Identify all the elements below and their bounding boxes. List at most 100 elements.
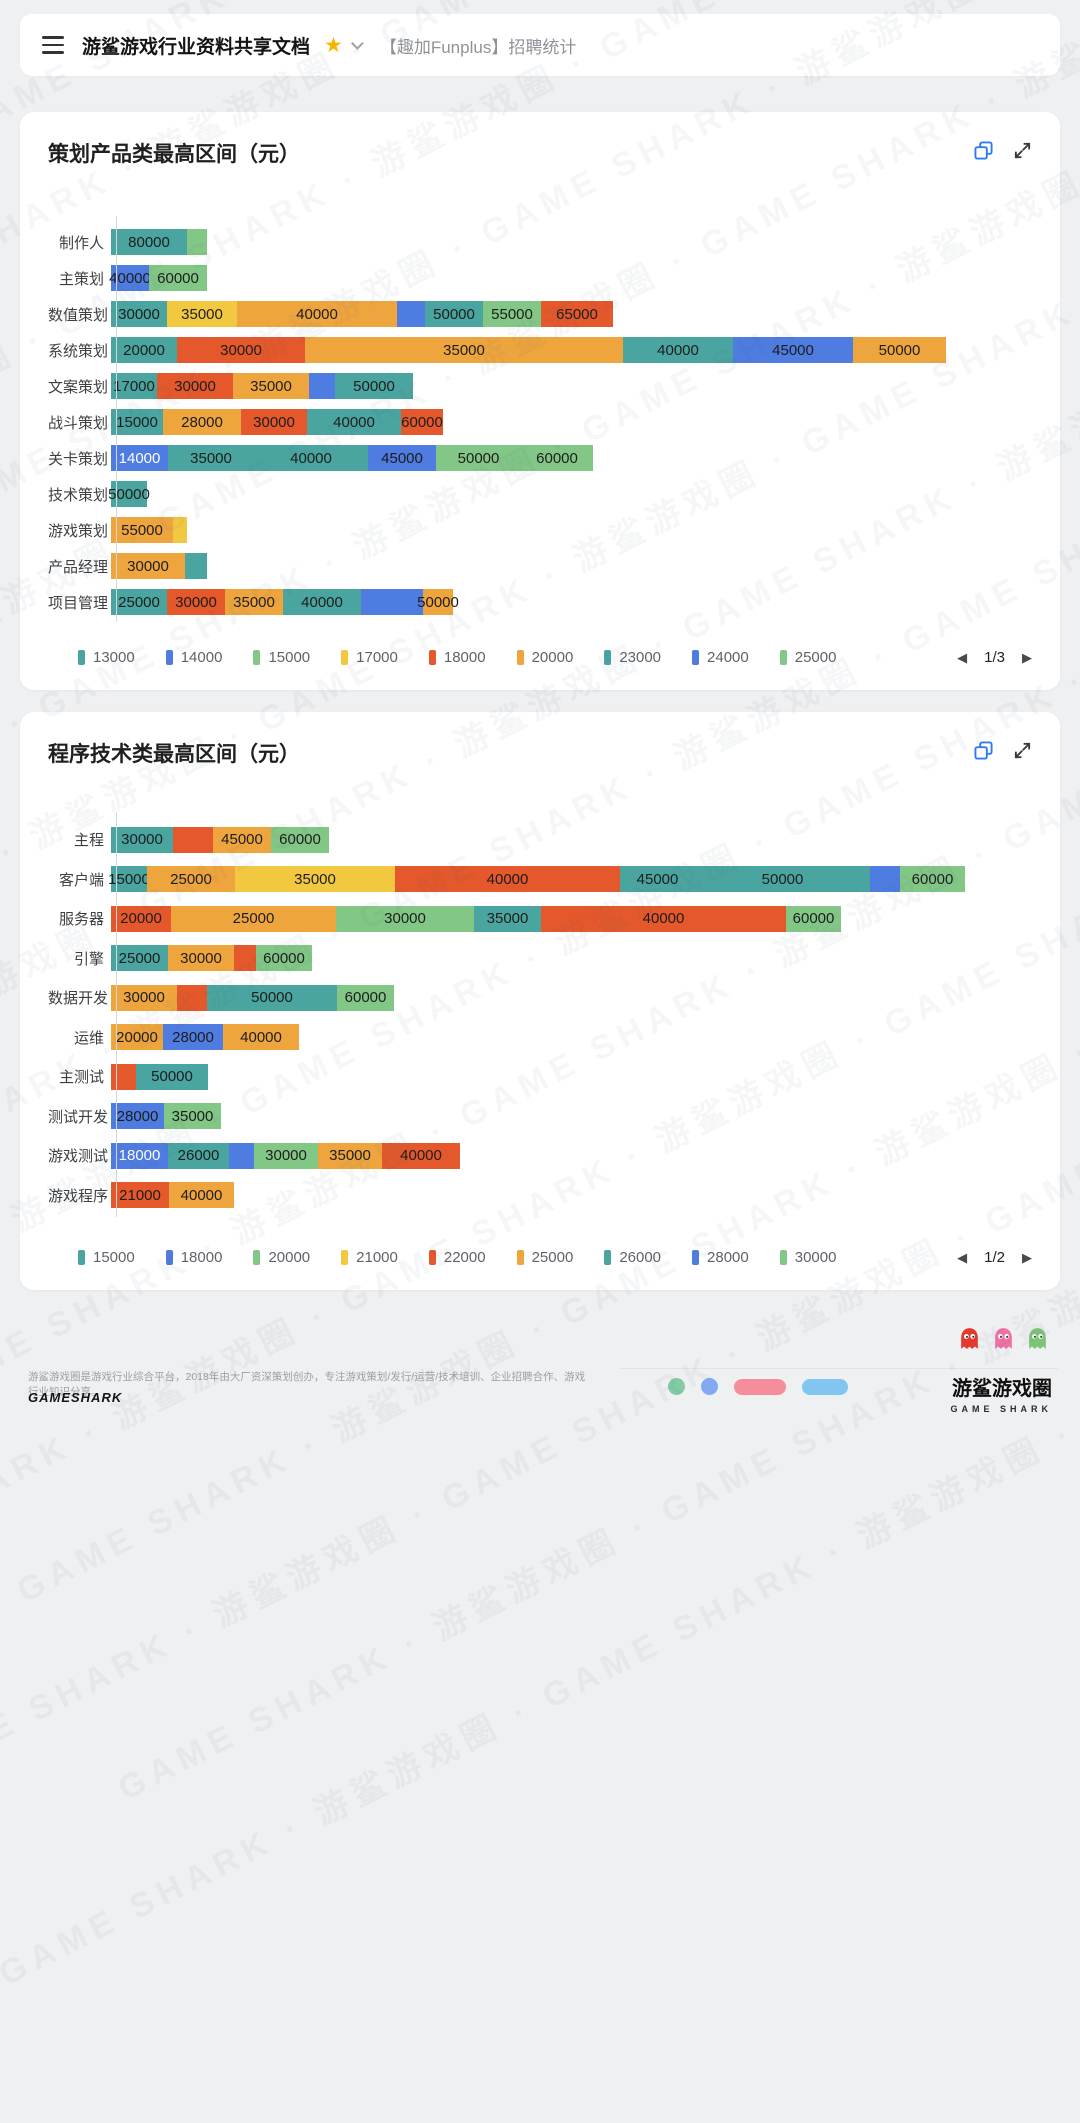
- bar-segment[interactable]: 60000: [786, 905, 841, 932]
- expand-chart-icon[interactable]: [1013, 741, 1032, 760]
- legend-item[interactable]: 20000: [516, 649, 573, 666]
- bar-segment[interactable]: 45000: [620, 866, 695, 893]
- bar-segment[interactable]: 40000: [254, 445, 368, 471]
- legend-item[interactable]: 30000: [779, 1249, 836, 1266]
- bar-segment[interactable]: 25000: [111, 589, 167, 615]
- bar-segment[interactable]: 30000: [111, 301, 167, 327]
- bar-segment[interactable]: 30000: [168, 945, 234, 972]
- bar-segment[interactable]: 20000: [111, 1024, 163, 1051]
- bar-segment[interactable]: 50000: [136, 1063, 208, 1090]
- bar-segment[interactable]: 50000: [436, 445, 521, 471]
- bar-segment[interactable]: 35000: [318, 1142, 382, 1169]
- legend-item[interactable]: 14000: [165, 649, 222, 666]
- bar-segment[interactable]: 21000: [111, 1182, 169, 1209]
- bar-segment[interactable]: 15000: [111, 409, 163, 435]
- bar-segment[interactable]: [309, 373, 335, 399]
- legend-item[interactable]: 21000: [341, 1249, 398, 1266]
- bar-segment[interactable]: 25000: [171, 905, 336, 932]
- bar-segment[interactable]: 60000: [271, 826, 329, 853]
- bar-segment[interactable]: 50000: [853, 337, 946, 363]
- bar-segment[interactable]: 50000: [108, 481, 150, 507]
- legend-item[interactable]: 28000: [692, 1249, 749, 1266]
- legend-prev-button[interactable]: ◀: [957, 1249, 968, 1265]
- legend-item[interactable]: 13000: [78, 649, 135, 666]
- legend-item[interactable]: 25000: [516, 1249, 573, 1266]
- bar-segment[interactable]: 40000: [623, 337, 733, 363]
- bar-segment[interactable]: 35000: [225, 589, 283, 615]
- bar-segment[interactable]: 40000: [541, 905, 786, 932]
- bar-segment[interactable]: 80000: [111, 229, 187, 255]
- bar-segment[interactable]: 40000: [237, 301, 397, 327]
- bar-segment[interactable]: 50000: [417, 589, 459, 615]
- legend-item[interactable]: 20000: [253, 1249, 310, 1266]
- bar-segment[interactable]: 35000: [474, 905, 541, 932]
- bar-segment[interactable]: 30000: [157, 373, 233, 399]
- bar-segment[interactable]: 30000: [254, 1142, 318, 1169]
- bar-segment[interactable]: [173, 826, 213, 853]
- bar-segment[interactable]: 26000: [168, 1142, 229, 1169]
- bar-segment[interactable]: 40000: [223, 1024, 299, 1051]
- favorite-star-icon[interactable]: ★: [324, 33, 343, 57]
- legend-next-button[interactable]: ▶: [1022, 1249, 1032, 1265]
- legend-item[interactable]: 15000: [78, 1249, 135, 1266]
- bar-segment[interactable]: 30000: [336, 905, 474, 932]
- bar-segment[interactable]: 35000: [305, 337, 623, 363]
- bar-segment[interactable]: 50000: [695, 866, 870, 893]
- bar-segment[interactable]: 40000: [169, 1182, 234, 1209]
- legend-item[interactable]: 25000: [779, 649, 836, 666]
- bar-segment[interactable]: 60000: [256, 945, 312, 972]
- bar-segment[interactable]: 30000: [167, 589, 225, 615]
- expand-chart-icon[interactable]: [1013, 141, 1032, 160]
- bar-segment[interactable]: 15000: [108, 866, 150, 893]
- bar-segment[interactable]: 40000: [395, 866, 620, 893]
- social-icon-3[interactable]: [734, 1378, 786, 1395]
- bar-segment[interactable]: 35000: [235, 866, 395, 893]
- legend-item[interactable]: 26000: [604, 1249, 661, 1266]
- bar-segment[interactable]: 28000: [163, 1024, 223, 1051]
- legend-next-button[interactable]: ▶: [1022, 649, 1032, 665]
- bar-segment[interactable]: 55000: [111, 517, 173, 543]
- bar-segment[interactable]: 60000: [900, 866, 965, 893]
- bar-segment[interactable]: 30000: [111, 553, 185, 579]
- copy-chart-icon[interactable]: [974, 741, 993, 760]
- bar-segment[interactable]: 50000: [335, 373, 413, 399]
- bar-segment[interactable]: 30000: [177, 337, 305, 363]
- bar-segment[interactable]: 50000: [207, 984, 337, 1011]
- bar-segment[interactable]: 35000: [164, 1103, 221, 1130]
- social-icon-2[interactable]: [701, 1378, 718, 1395]
- legend-item[interactable]: 17000: [341, 649, 398, 666]
- bar-segment[interactable]: [870, 866, 900, 893]
- legend-prev-button[interactable]: ◀: [957, 649, 968, 665]
- bar-segment[interactable]: 30000: [111, 826, 173, 853]
- bar-segment[interactable]: 20000: [111, 337, 177, 363]
- bar-segment[interactable]: 60000: [337, 984, 394, 1011]
- bar-segment[interactable]: 45000: [213, 826, 271, 853]
- bar-segment[interactable]: 28000: [163, 409, 241, 435]
- bar-segment[interactable]: 55000: [483, 301, 541, 327]
- ghost-icon-red[interactable]: [957, 1326, 982, 1351]
- bar-segment[interactable]: 14000: [111, 445, 168, 471]
- bar-segment[interactable]: 25000: [111, 945, 168, 972]
- bar-segment[interactable]: 40000: [307, 409, 401, 435]
- bar-segment[interactable]: [234, 945, 256, 972]
- bar-segment[interactable]: 40000: [382, 1142, 460, 1169]
- bar-segment[interactable]: [229, 1142, 254, 1169]
- bar-segment[interactable]: 40000: [109, 265, 151, 291]
- bar-segment[interactable]: 35000: [233, 373, 309, 399]
- legend-item[interactable]: 18000: [428, 649, 486, 666]
- chevron-down-icon[interactable]: [350, 36, 364, 50]
- bar-segment[interactable]: 35000: [167, 301, 237, 327]
- bar-segment[interactable]: 30000: [111, 984, 177, 1011]
- legend-item[interactable]: 23000: [604, 649, 661, 666]
- bar-segment[interactable]: [185, 553, 207, 579]
- bar-segment[interactable]: 30000: [241, 409, 307, 435]
- bar-segment[interactable]: 18000: [111, 1142, 168, 1169]
- legend-item[interactable]: 24000: [692, 649, 749, 666]
- legend-item[interactable]: 18000: [165, 1249, 222, 1266]
- copy-chart-icon[interactable]: [974, 141, 993, 160]
- bar-segment[interactable]: 40000: [283, 589, 361, 615]
- bar-segment[interactable]: [361, 589, 423, 615]
- legend-item[interactable]: 22000: [428, 1249, 486, 1266]
- menu-icon[interactable]: [42, 36, 64, 54]
- social-icon-1[interactable]: [668, 1378, 685, 1395]
